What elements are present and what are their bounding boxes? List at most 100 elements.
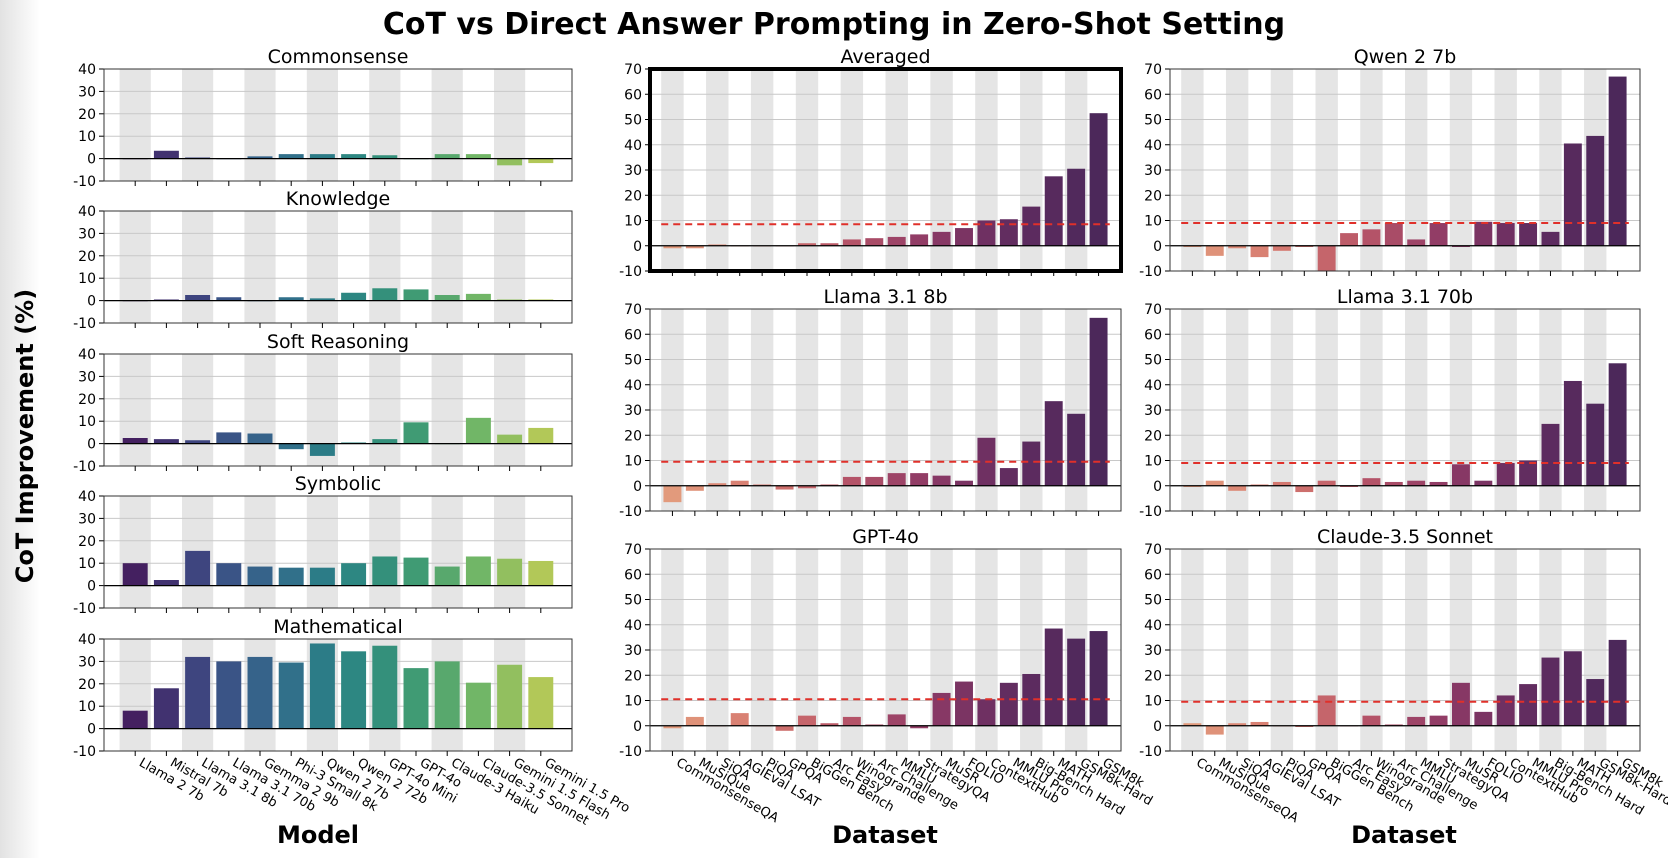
bar-biggen-bench <box>798 485 816 489</box>
bar-commonsenseqa <box>1183 245 1202 248</box>
bar-gsm8k <box>1089 113 1108 246</box>
bar-mmlu-pro <box>999 468 1018 486</box>
bar-siqa <box>708 244 727 246</box>
bar-gpt-4o <box>403 289 429 301</box>
y-tick-label: 10 <box>78 414 96 430</box>
bar-big-bench-hard <box>1541 423 1560 486</box>
y-tick-label: 30 <box>78 226 96 242</box>
bar-strategyqa <box>1429 481 1448 486</box>
bar-mmlu <box>887 473 906 486</box>
panel-title: Mathematical <box>273 616 402 638</box>
bar-qwen-2-7b <box>309 443 335 456</box>
bar-piqa <box>1272 481 1291 486</box>
bar-winogrande <box>1362 478 1381 486</box>
bar-qwen-2-7b <box>309 567 335 586</box>
bar-gemini-1-5-flash <box>497 664 523 729</box>
bar-mmlu <box>887 714 906 726</box>
background-band <box>244 496 276 608</box>
background-band <box>369 496 401 608</box>
background-band <box>306 211 338 323</box>
bar-gpt-4o-mini <box>372 556 398 586</box>
bar-llama-3-1-8b <box>185 656 211 729</box>
y-tick-label: 10 <box>78 556 96 572</box>
y-tick-label: -10 <box>73 174 96 190</box>
panel-llama31-8b: -10 0 10 20 30 40 50 60 70 Llama 3.1 8b <box>619 286 1122 520</box>
y-tick-label: 50 <box>624 593 642 609</box>
bar-claude-3-haiku <box>434 154 460 159</box>
y-tick-label: 30 <box>78 654 96 670</box>
bar-folio <box>1474 480 1493 486</box>
bar-big-bench-hard <box>1022 673 1041 726</box>
y-tick-label: 70 <box>624 62 642 78</box>
y-tick-label: 0 <box>1153 239 1162 255</box>
bar-musique <box>685 716 704 726</box>
panel-title: Qwen 2 7b <box>1354 46 1457 68</box>
bar-mmlu <box>887 236 906 246</box>
y-tick-label: 50 <box>624 113 642 129</box>
bar-gemma-2-9b <box>247 433 273 444</box>
bar-gemini-1-5-pro <box>528 560 554 586</box>
y-tick-label: 10 <box>78 271 96 287</box>
y-tick-label: 20 <box>78 107 96 123</box>
bar-musr <box>932 475 951 486</box>
y-tick-label: 40 <box>78 62 96 78</box>
bar-arc-challenge <box>1384 724 1403 726</box>
y-tick-label: 60 <box>624 567 642 583</box>
panel-title: Commonsense <box>268 46 409 68</box>
y-tick-label: 20 <box>78 392 96 408</box>
x-axis-label-models: Model <box>277 821 359 849</box>
y-tick-label: -10 <box>73 459 96 475</box>
x-axis-label-datasets-right: Dataset <box>1351 821 1457 849</box>
background-band <box>119 69 151 181</box>
bar-folio <box>1474 221 1493 246</box>
y-axis-label: CoT Improvement (%) <box>11 289 39 583</box>
background-band <box>244 354 276 466</box>
panel-llama31-70b: -10 0 10 20 30 40 50 60 70 Llama 3.1 70b <box>1139 286 1641 520</box>
bar-big-bench-hard <box>1022 206 1041 246</box>
bar-mistral-7b <box>153 150 179 159</box>
bar-gpt-4o <box>403 557 429 586</box>
bar-gsm8k <box>1608 639 1627 726</box>
y-tick-label: 0 <box>87 722 96 738</box>
panel-title: Averaged <box>840 46 930 68</box>
background-band <box>306 496 338 608</box>
bar-contexthub <box>977 220 996 246</box>
bar-arc-easy <box>820 243 839 246</box>
panel-knowledge: -10 0 10 20 30 40 Knowledge <box>73 188 573 332</box>
y-tick-label: 40 <box>624 618 642 634</box>
bar-qwen-2-72b <box>341 154 367 159</box>
bar-agieval-lsat <box>730 480 749 486</box>
y-tick-label: -10 <box>1139 264 1162 280</box>
bar-agieval-lsat <box>1250 245 1269 258</box>
y-tick-label: 30 <box>1144 643 1162 659</box>
panel-frame <box>1169 308 1641 512</box>
background-band <box>119 211 151 323</box>
bar-phi-3-small-8k <box>278 297 304 301</box>
panel-frame <box>103 495 573 609</box>
bar-mmlu-pro <box>1519 460 1538 486</box>
y-tick-label: 50 <box>624 353 642 369</box>
background-band <box>244 211 276 323</box>
bar-agieval-lsat <box>1250 721 1269 726</box>
y-tick-label: 70 <box>624 542 642 558</box>
y-tick-label: -10 <box>619 504 642 520</box>
bar-claude-3-haiku <box>434 661 460 729</box>
background-band <box>306 69 338 181</box>
bar-claude-3-haiku <box>434 295 460 301</box>
y-tick-label: 50 <box>1144 113 1162 129</box>
bar-strategyqa <box>1429 223 1448 246</box>
bar-arc-challenge <box>865 476 884 486</box>
bar-biggen-bench <box>1317 695 1336 726</box>
bar-strategyqa <box>910 234 929 246</box>
y-tick-label: 30 <box>78 84 96 100</box>
bar-piqa <box>753 484 772 486</box>
bar-commonsenseqa <box>1183 723 1202 726</box>
bar-musique <box>1205 480 1224 486</box>
bar-biggen-bench <box>798 243 816 246</box>
background-band <box>182 354 214 466</box>
bar-gsm8k <box>1089 317 1108 486</box>
bar-folio <box>955 681 973 726</box>
bar-siqa <box>1228 485 1247 491</box>
bar-gpqa <box>1295 245 1314 248</box>
panel-frame <box>649 308 1122 512</box>
